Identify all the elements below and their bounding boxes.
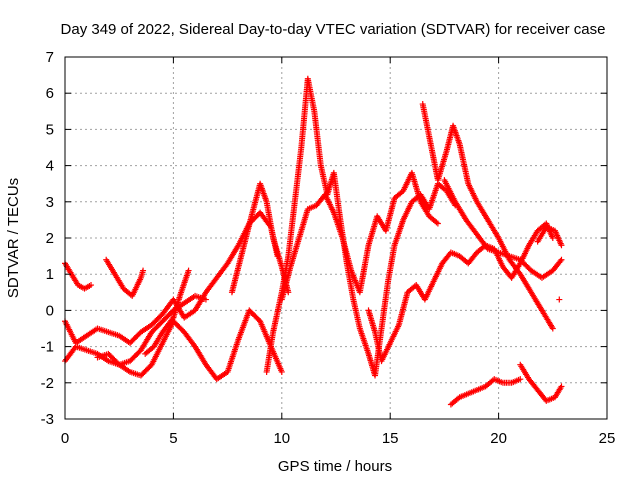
y-tick-label: 6 bbox=[46, 85, 54, 102]
data-point bbox=[434, 220, 441, 227]
series-arc-9 bbox=[278, 169, 441, 303]
data-point bbox=[202, 296, 209, 303]
axis-ticks bbox=[64, 56, 608, 420]
x-tick-label: 25 bbox=[599, 430, 616, 447]
series-arc-11 bbox=[419, 101, 556, 332]
y-tick-label: -1 bbox=[41, 339, 54, 356]
y-tick-label: 0 bbox=[46, 302, 54, 319]
x-tick-labels: 0 5 10 15 20 25 bbox=[61, 430, 616, 447]
series-arc-12 bbox=[441, 177, 565, 281]
data-point bbox=[558, 383, 565, 390]
data-point bbox=[278, 368, 285, 375]
chart-title: Day 349 of 2022, Sidereal Day-to-day VTE… bbox=[61, 21, 606, 38]
x-tick-label: 5 bbox=[169, 430, 177, 447]
series-arc-16 bbox=[556, 296, 563, 303]
series-arc-2 bbox=[62, 292, 209, 368]
series-arc-6 bbox=[142, 267, 192, 357]
data-point bbox=[88, 282, 95, 289]
data-point bbox=[185, 267, 192, 274]
series-arc-13 bbox=[447, 376, 524, 408]
data-point bbox=[558, 256, 565, 263]
series-arc-5 bbox=[94, 307, 285, 383]
data-point bbox=[556, 296, 563, 303]
data-point bbox=[557, 258, 564, 265]
y-tick-label: 4 bbox=[46, 158, 54, 175]
y-tick-label: -2 bbox=[41, 375, 54, 392]
y-tick-label: 3 bbox=[46, 194, 54, 211]
data-point bbox=[549, 235, 556, 241]
y-tick-label: -3 bbox=[41, 411, 54, 428]
x-tick-label: 20 bbox=[490, 430, 507, 447]
series-arc-4 bbox=[103, 256, 147, 299]
data-point bbox=[140, 267, 147, 274]
data-point bbox=[517, 376, 524, 383]
y-tick-labels: -3 -2 -1 0 1 2 3 4 5 6 7 bbox=[41, 49, 54, 428]
x-tick-label: 0 bbox=[61, 430, 69, 447]
y-tick-label: 7 bbox=[46, 49, 54, 66]
data-points bbox=[62, 75, 565, 408]
data-point bbox=[549, 325, 556, 332]
y-axis-label: SDTVAR / TECUs bbox=[5, 178, 22, 298]
y-tick-label: 1 bbox=[46, 266, 54, 283]
series-arc-15 bbox=[534, 224, 565, 249]
series-arc-10 bbox=[365, 220, 556, 365]
data-point bbox=[558, 242, 565, 249]
x-tick-label: 15 bbox=[382, 430, 399, 447]
y-tick-label: 5 bbox=[46, 121, 54, 138]
x-axis-label: GPS time / hours bbox=[278, 458, 392, 475]
y-tick-label: 2 bbox=[46, 230, 54, 247]
x-tick-label: 10 bbox=[273, 430, 290, 447]
series-arc-14 bbox=[517, 361, 565, 404]
